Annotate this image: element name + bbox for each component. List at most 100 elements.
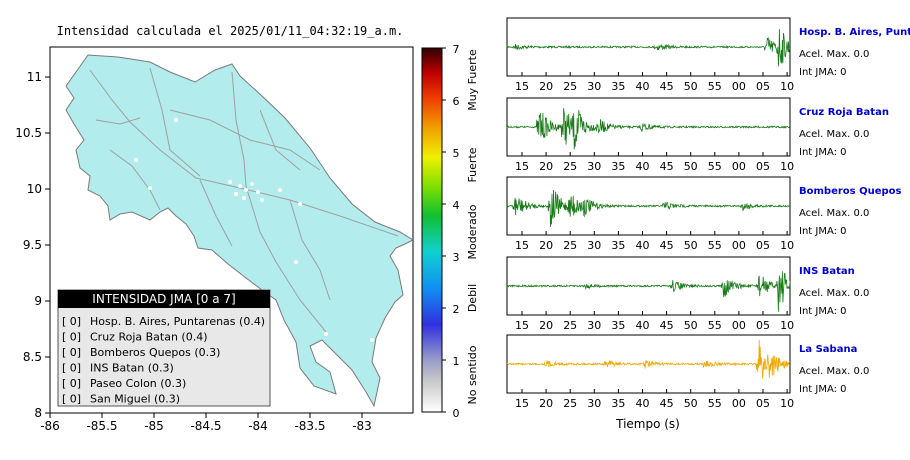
seismogram-x-tick-label: 05	[756, 160, 770, 173]
legend-frame	[57, 289, 271, 407]
seismogram-panel: 15 20 25 30 35 40 45 50 55 00 05 10 Hosp. B. Aires, …	[506, 17, 910, 410]
waveform-trace	[506, 108, 791, 150]
seismogram-x-tick-label: 20	[539, 319, 553, 332]
legend-item-level: [ 0]	[62, 377, 81, 390]
waveform-trace	[506, 189, 791, 228]
legend-item-name: Cruz Roja Batan (0.4)	[90, 331, 208, 344]
colorbar-category-label: Debil	[466, 284, 479, 312]
legend-item-level: [ 0]	[62, 362, 81, 375]
legend-item-name: Paseo Colon (0.3)	[90, 377, 186, 390]
legend-item-level: [ 0]	[62, 331, 81, 344]
seismogram-x-tick-label: 00	[732, 397, 746, 410]
seismogram-x-tick-label: 50	[684, 397, 698, 410]
seismogram-x-tick-label: 40	[636, 160, 650, 173]
seismogram-station: 15 20 25 30 35 40 45 50 55 00 05 10 Bomberos Quepos A…	[506, 176, 902, 252]
map-x-tick-label: -85	[144, 419, 164, 433]
colorbar: 7 6 5 4 3 2 1 0 Muy Fuerte Fuerte Moderado Debil No …	[421, 43, 479, 420]
colorbar-tick-label: 4	[453, 199, 460, 212]
seismogram-x-tick-label: 40	[636, 239, 650, 252]
legend-item-level: [ 0]	[62, 346, 81, 359]
seismogram-x-tick-label: 50	[684, 239, 698, 252]
colorbar-category-label: Fuerte	[466, 147, 479, 182]
map-y-tick-label: 11	[27, 70, 42, 84]
map-x-tick-label: -84	[248, 419, 268, 433]
legend-title: INTENSIDAD JMA [0 a 7]	[92, 292, 235, 306]
seismogram-x-tick-label: 25	[563, 239, 577, 252]
colorbar-category-label: Muy Fuerte	[466, 49, 479, 111]
seismogram-x-tick-label: 00	[732, 239, 746, 252]
seismogram-x-tick-label: 05	[756, 397, 770, 410]
seismogram-x-tick-label: 10	[780, 239, 794, 252]
station-accel: Acel. Max. 0.0	[799, 288, 869, 299]
seismogram-x-tick-label: 55	[708, 397, 722, 410]
colorbar-tick-label: 3	[453, 251, 460, 264]
legend-item-name: San Miguel (0.3)	[90, 393, 180, 406]
seismogram-x-tick-label: 45	[660, 239, 674, 252]
map-x-axis: -86 -85.5 -85 -84.5 -84 -83.5 -83	[40, 413, 372, 433]
map-y-tick-label: 9.5	[23, 238, 42, 252]
colorbar-tick-label: 1	[453, 355, 460, 368]
seismogram-x-tick-label: 35	[611, 80, 625, 93]
map-x-tick-label: -86	[40, 419, 60, 433]
station-intensity: Int JMA: 0	[799, 67, 847, 78]
station-intensity: Int JMA: 0	[799, 147, 847, 158]
seismogram-x-tick-label: 30	[587, 319, 601, 332]
seismogram-x-tick-label: 05	[756, 239, 770, 252]
station-accel: Acel. Max. 0.0	[799, 49, 869, 60]
colorbar-tick-label: 2	[453, 303, 460, 316]
map-x-tick-label: -85.5	[86, 419, 117, 433]
colorbar-tick-label: 0	[453, 407, 460, 420]
map-title: Intensidad calculada el 2025/01/11_04:32…	[57, 24, 404, 38]
station-name: Cruz Roja Batan	[799, 107, 889, 118]
station-intensity: Int JMA: 0	[799, 384, 847, 395]
waveform-trace	[506, 271, 791, 312]
seismogram-x-tick-label: 05	[756, 80, 770, 93]
map-x-tick-label: -83.5	[294, 419, 325, 433]
seismogram-x-tick-label: 10	[780, 160, 794, 173]
seismogram-x-tick-label: 45	[660, 319, 674, 332]
seismogram-x-tick-label: 50	[684, 319, 698, 332]
seismogram-x-tick-label: 40	[636, 319, 650, 332]
legend-header	[58, 290, 270, 308]
seismogram-x-tick-label: 15	[515, 397, 529, 410]
waveform-trace	[506, 339, 791, 379]
station-accel: Acel. Max. 0.0	[799, 366, 869, 377]
seismogram-x-tick-label: 20	[539, 80, 553, 93]
map-x-tick-label: -84.5	[190, 419, 221, 433]
seismogram-x-tick-label: 35	[611, 319, 625, 332]
station-accel: Acel. Max. 0.0	[799, 208, 869, 219]
map-y-tick-label: 9	[34, 294, 42, 308]
colorbar-tick-label: 7	[453, 43, 460, 56]
legend-item-name: Hosp. B. Aires, Puntarenas (0.4)	[90, 315, 265, 328]
seismogram-x-tick-label: 55	[708, 239, 722, 252]
seismogram-x-tick-label: 25	[563, 80, 577, 93]
legend-item-level: [ 0]	[62, 315, 81, 328]
intensity-legend: INTENSIDAD JMA [0 a 7] [ 0] Hosp. B. Aire…	[57, 289, 271, 407]
seismogram-x-tick-label: 30	[587, 397, 601, 410]
seismogram-x-tick-label: 20	[539, 239, 553, 252]
map-y-tick-label: 8.5	[23, 350, 42, 364]
seismogram-x-tick-label: 15	[515, 160, 529, 173]
legend-item-name: Bomberos Quepos (0.3)	[90, 346, 220, 359]
colorbar-scale	[421, 47, 443, 413]
seismogram-x-tick-label: 00	[732, 319, 746, 332]
colorbar-category-label: No sentido	[466, 345, 479, 404]
road-network	[89, 67, 399, 333]
seismogram-x-tick-label: 25	[563, 160, 577, 173]
seismogram-x-tick-label: 35	[611, 239, 625, 252]
seismogram-station: 15 20 25 30 35 40 45 50 55 00 05 10 Cruz Roja Batan A…	[506, 97, 889, 173]
seismogram-x-tick-label: 40	[636, 80, 650, 93]
seismogram-x-tick-label: 50	[684, 160, 698, 173]
seismogram-station: 15 20 25 30 35 40 45 50 55 00 05 10 INS Batan Acel. M…	[506, 256, 869, 332]
seismogram-x-tick-label: 25	[563, 397, 577, 410]
seismogram-x-tick-label: 15	[515, 239, 529, 252]
seismogram-x-tick-label: 00	[732, 80, 746, 93]
seismogram-x-tick-label: 45	[660, 397, 674, 410]
seismogram-x-tick-label: 25	[563, 319, 577, 332]
seismogram-x-tick-label: 55	[708, 80, 722, 93]
seismogram-x-tick-label: 10	[780, 80, 794, 93]
seismogram-x-tick-label: 35	[611, 397, 625, 410]
station-intensity: Int JMA: 0	[799, 306, 847, 317]
station-name: INS Batan	[799, 266, 855, 277]
